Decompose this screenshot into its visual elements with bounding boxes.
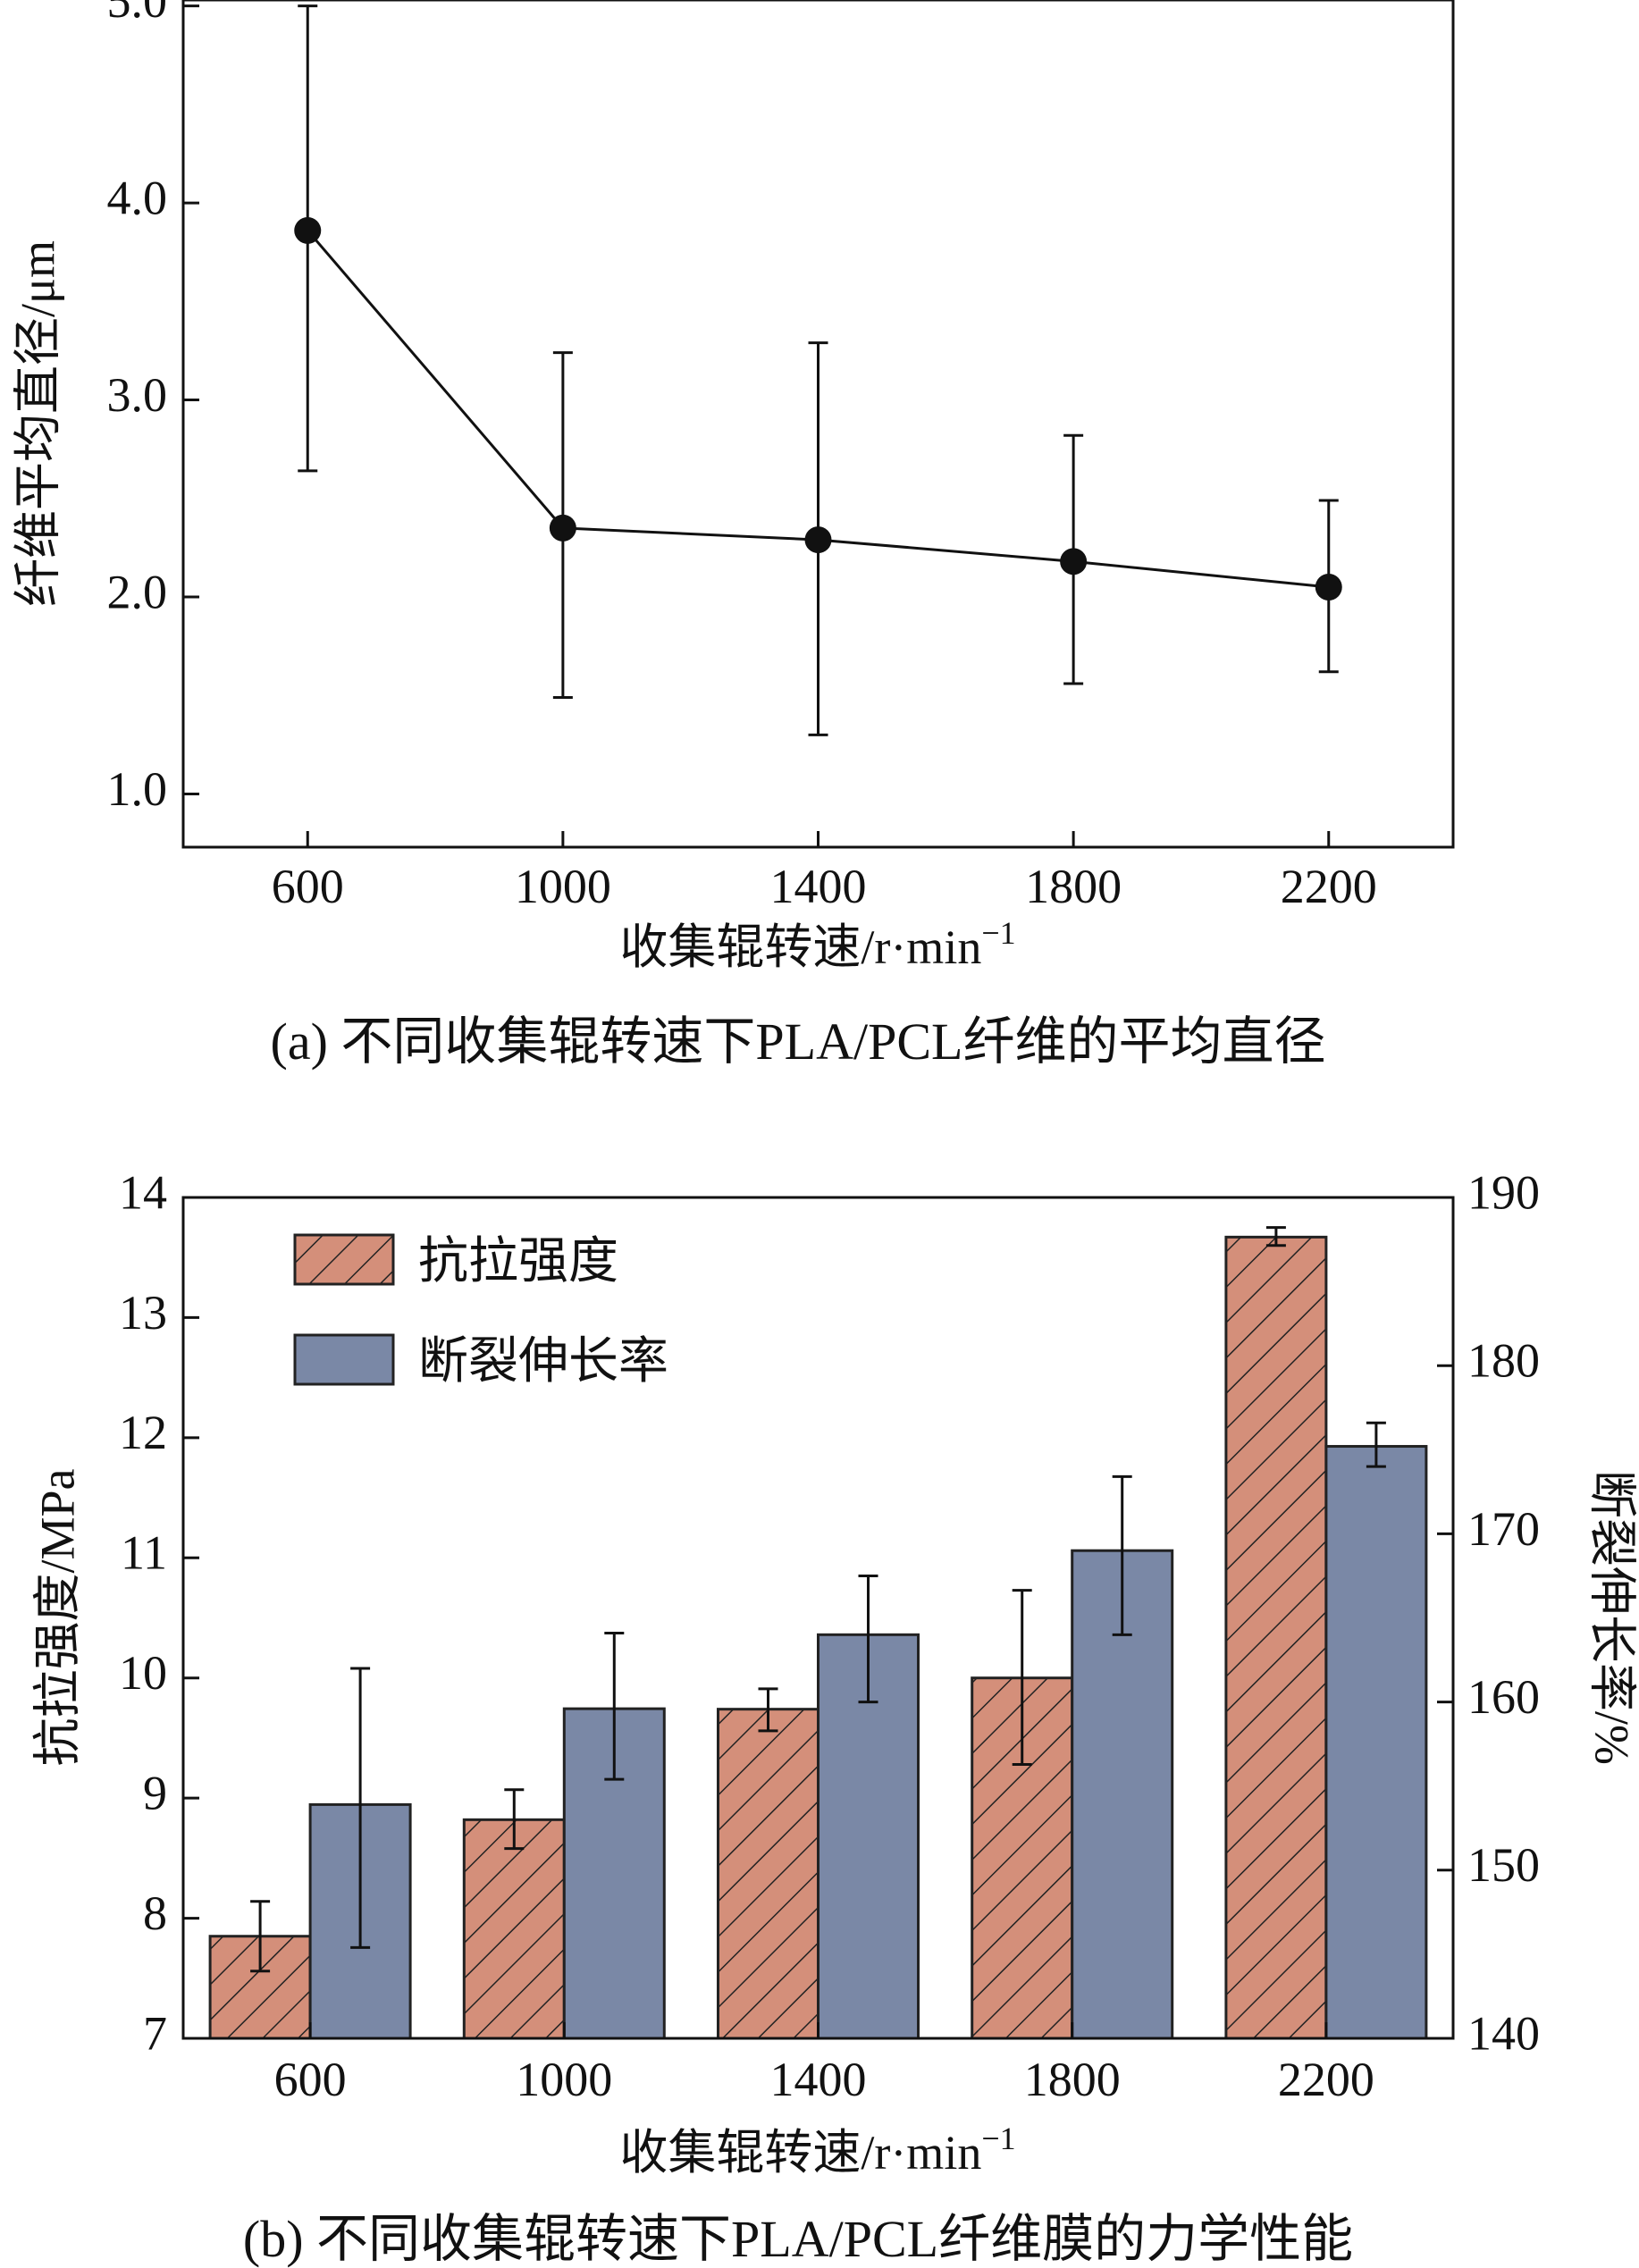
chart-a-points (294, 216, 1342, 601)
bar-elongation (1324, 1445, 1428, 2040)
chart-b-x-axis-label: 收集辊转速/r·min−1 (619, 2121, 1015, 2180)
x-tick-label: 600 (272, 860, 344, 913)
x-tick-label: 1000 (515, 860, 611, 913)
bar-tensile-strength (462, 1818, 566, 2040)
y-tick-label-left: 7 (143, 2006, 167, 2060)
chart-b-y-ticks-right: 140 150 160 170 180 190 (1437, 1165, 1540, 2060)
chart-a-x-ticks: 600 1000 1400 1800 2200 (272, 831, 1377, 913)
chart-b-bars (208, 1235, 1428, 2040)
chart-a: 1.0 2.0 3.0 4.0 5.0 600 1000 1400 1800 2200 纤维平均… (11, 0, 1455, 1071)
chart-b-x-axis-label-sup: −1 (981, 2121, 1015, 2156)
chart-b-legend: 抗拉强度 断裂伸长率 (293, 1233, 668, 1390)
y-tick-label-right: 190 (1467, 1165, 1540, 1219)
chart-b: 7 8 9 10 11 12 13 14 140 150 160 170 180 190 600 1000… (30, 1165, 1638, 2268)
y-tick-label-right: 150 (1467, 1838, 1540, 1892)
chart-a-y-ticks: 1.0 2.0 3.0 4.0 5.0 (107, 0, 199, 816)
legend-swatch-elongation (293, 1333, 395, 1386)
chart-a-x-axis-label: 收集辊转速/r·min−1 (619, 915, 1015, 974)
y-tick-label-right: 180 (1467, 1334, 1540, 1388)
x-tick-label: 2200 (1278, 2053, 1374, 2106)
y-tick-label-right: 170 (1467, 1502, 1540, 1556)
chart-a-error-bars (298, 4, 1339, 736)
y-tick-label: 5.0 (107, 0, 168, 28)
data-point (1060, 548, 1088, 575)
y-tick-label-left: 8 (143, 1886, 167, 1940)
y-tick-label: 1.0 (107, 762, 168, 816)
chart-a-x-axis-label-sup: −1 (981, 915, 1015, 951)
y-tick-label: 2.0 (107, 565, 168, 618)
chart-b-x-ticks: 600 1000 1400 1800 2200 (274, 2022, 1374, 2106)
bar-tensile-strength (1224, 1235, 1328, 2040)
x-tick-label: 1400 (770, 860, 867, 913)
chart-b-y-ticks-left: 7 8 9 10 11 12 13 14 (119, 1165, 199, 2060)
y-tick-label: 3.0 (107, 368, 168, 422)
y-tick-label-left: 10 (119, 1646, 167, 1700)
chart-b-x-axis-label-main: 收集辊转速/r·min (619, 2126, 981, 2180)
legend-label-tensile: 抗拉强度 (418, 1234, 618, 1289)
data-point (549, 514, 576, 542)
chart-b-error-bars (250, 1226, 1386, 1973)
y-tick-label-left: 13 (119, 1286, 167, 1340)
chart-a-caption: (a) 不同收集辊转速下PLA/PCL纤维的平均直径 (271, 1012, 1326, 1071)
legend-swatch-tensile (293, 1233, 395, 1286)
data-point (1315, 573, 1342, 601)
chart-b-caption: (b) 不同收集辊转速下PLA/PCL纤维膜的力学性能 (243, 2210, 1353, 2268)
y-tick-label-left: 12 (119, 1406, 167, 1459)
x-tick-label: 1400 (770, 2053, 867, 2106)
y-tick-label-left: 11 (121, 1526, 167, 1580)
chart-b-y-axis-label-right: 断裂伸长率/% (1585, 1470, 1639, 1765)
y-tick-label-left: 14 (119, 1165, 167, 1219)
bar-tensile-strength (717, 1708, 820, 2040)
x-tick-label: 600 (274, 2053, 347, 2106)
x-tick-label: 1000 (516, 2053, 612, 2106)
legend-label-elongation: 断裂伸长率 (418, 1334, 668, 1390)
x-tick-label: 1800 (1025, 860, 1122, 913)
x-tick-label: 2200 (1281, 860, 1377, 913)
y-tick-label-left: 9 (143, 1767, 167, 1820)
y-tick-label-right: 140 (1467, 2006, 1540, 2060)
chart-a-y-axis-label: 纤维平均直径/μm (11, 240, 64, 607)
data-point (294, 216, 322, 244)
chart-b-y-axis-label-left: 抗拉强度/MPa (30, 1468, 84, 1766)
data-point (804, 526, 832, 554)
x-tick-label: 1800 (1024, 2053, 1121, 2106)
y-tick-label: 4.0 (107, 171, 168, 224)
y-tick-label-right: 160 (1467, 1670, 1540, 1724)
chart-a-x-axis-label-main: 收集辊转速/r·min (619, 920, 981, 974)
